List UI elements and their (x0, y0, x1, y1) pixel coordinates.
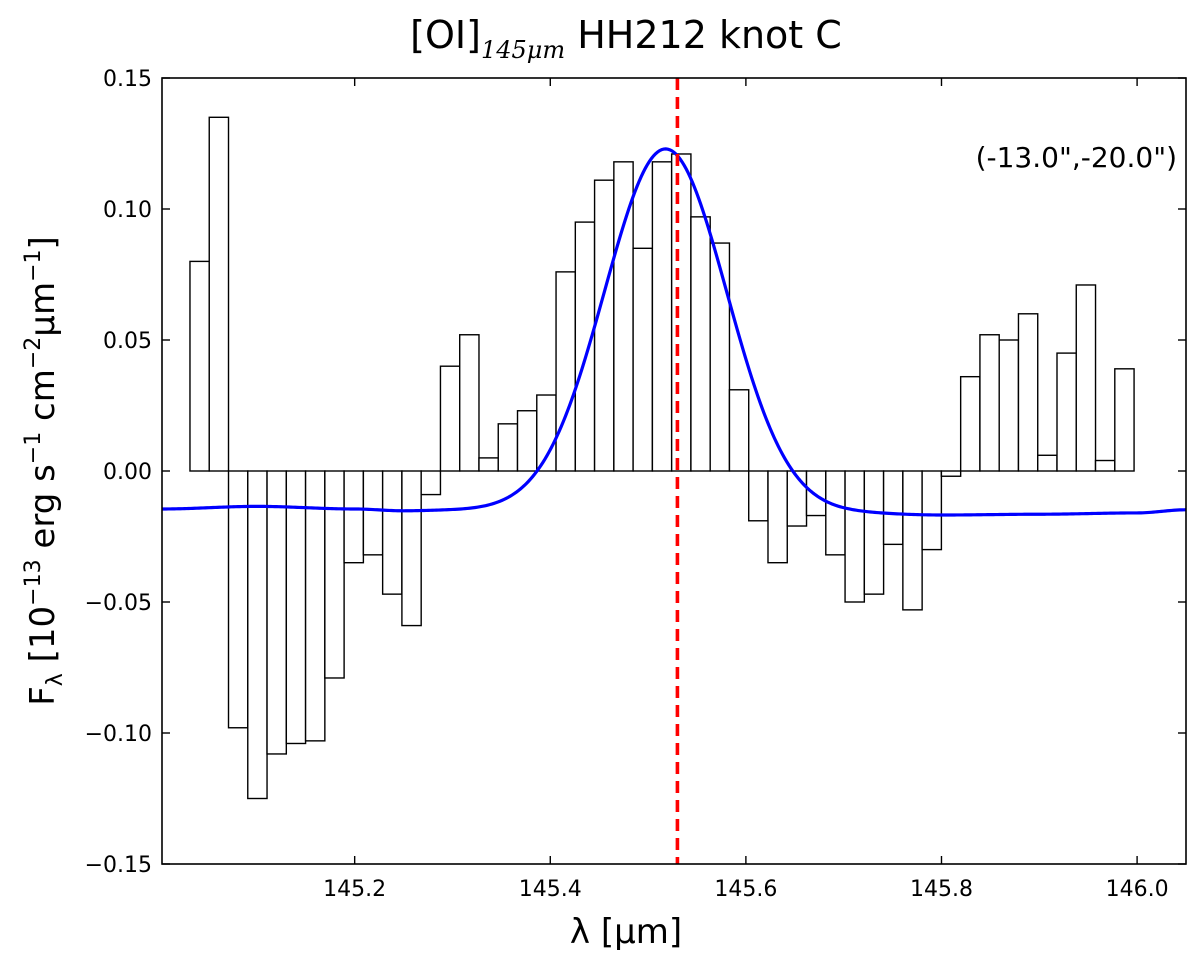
y-tick-label: 0.00 (103, 460, 152, 485)
y-tick-label: −0.10 (85, 722, 152, 747)
y-tick-label: 0.10 (103, 198, 152, 223)
histogram-bar (1056, 352, 1077, 472)
x-tick-label: 145.6 (714, 877, 777, 902)
y-axis-label: Fλ [10−13 erg s−1 cm−2μm−1] (21, 236, 68, 706)
x-tick-label: 145.8 (910, 877, 973, 902)
title-rest: HH212 knot C (565, 13, 842, 57)
histogram-bar (844, 470, 866, 603)
histogram-bar (805, 470, 827, 517)
histogram-bar (516, 410, 538, 472)
y-label-end: ] (23, 236, 63, 249)
histogram-bar (362, 470, 384, 556)
y-label-part4: μm (23, 282, 63, 337)
histogram-bar (401, 470, 422, 627)
histogram-bar (748, 470, 769, 522)
histogram-bar (324, 470, 345, 679)
y-label-exp1: −13 (21, 559, 46, 605)
histogram-bar (998, 339, 1020, 472)
histogram-bar (767, 470, 788, 564)
title-subscript: 145μm (481, 36, 565, 64)
y-label-exp4: −1 (21, 249, 46, 281)
histogram-bar (979, 334, 1000, 472)
y-label-part2: erg s (23, 464, 63, 559)
y-tick-label: −0.15 (85, 853, 152, 878)
histogram-bar (902, 470, 923, 611)
y-label-part1: [10 (23, 606, 63, 673)
histogram-bar (497, 423, 519, 472)
histogram-bar (825, 470, 846, 556)
histogram-bar (632, 247, 654, 472)
y-label-exp2: −1 (21, 432, 46, 464)
histogram-bar (670, 153, 692, 472)
x-tick-label: 145.2 (323, 877, 386, 902)
axis-ticks: 145.2 145.4 145.6 145.8 146.0 −0.15 −0.10 −0.05… (85, 67, 1186, 902)
histogram-bar (285, 470, 307, 745)
histogram-bar (459, 334, 480, 472)
x-tick-label: 145.4 (519, 877, 582, 902)
y-label-f: F (23, 686, 63, 706)
histogram-bar (728, 389, 750, 472)
histogram-bar (478, 457, 499, 472)
histogram-bar (940, 470, 962, 477)
histogram-bar (882, 470, 904, 546)
histogram-bar (1037, 454, 1058, 472)
fit-curve-layer (162, 147, 1187, 517)
gaussian-fit-curve (162, 147, 1187, 517)
histogram-bar (1017, 313, 1039, 472)
histogram-bar (1114, 368, 1135, 472)
plot-frame (161, 77, 1187, 865)
chart-title: [OI]145μm HH212 knot C (410, 13, 842, 64)
histogram-bar (959, 375, 981, 472)
histogram-bar (247, 470, 268, 800)
x-tick-label: 146.0 (1106, 877, 1169, 902)
histogram-bar (208, 116, 230, 472)
histogram-bar (1094, 459, 1116, 472)
x-axis-label: λ [μm] (570, 912, 682, 952)
histogram-bar (863, 470, 885, 595)
histogram-bar (189, 260, 210, 472)
histogram-bar (786, 470, 808, 527)
y-tick-label: 0.15 (103, 67, 152, 92)
histogram-bar (381, 470, 403, 595)
histogram-bar (593, 179, 615, 472)
histogram-bar (921, 470, 943, 551)
histogram-bars (189, 116, 1135, 800)
title-main: [OI] (410, 13, 481, 57)
y-tick-label: −0.05 (85, 591, 152, 616)
histogram-bar (574, 221, 596, 472)
histogram-bar (420, 470, 442, 496)
y-tick-label: 0.05 (103, 329, 152, 354)
histogram-bar (690, 216, 711, 472)
histogram-bar (343, 470, 365, 564)
position-annotation: (-13.0",-20.0") (976, 141, 1177, 174)
histogram-bar (1075, 284, 1097, 472)
histogram-bar (709, 242, 731, 472)
histogram-bar (266, 470, 288, 755)
y-label-exp3: −2 (21, 337, 46, 369)
histogram-bar (304, 470, 326, 742)
y-label-part3: cm (23, 369, 63, 432)
histogram-bar (439, 365, 461, 472)
y-label-sub: λ (43, 673, 68, 686)
histogram-bar (227, 470, 249, 729)
histogram-bar (651, 161, 673, 472)
histogram-bar (555, 271, 577, 472)
